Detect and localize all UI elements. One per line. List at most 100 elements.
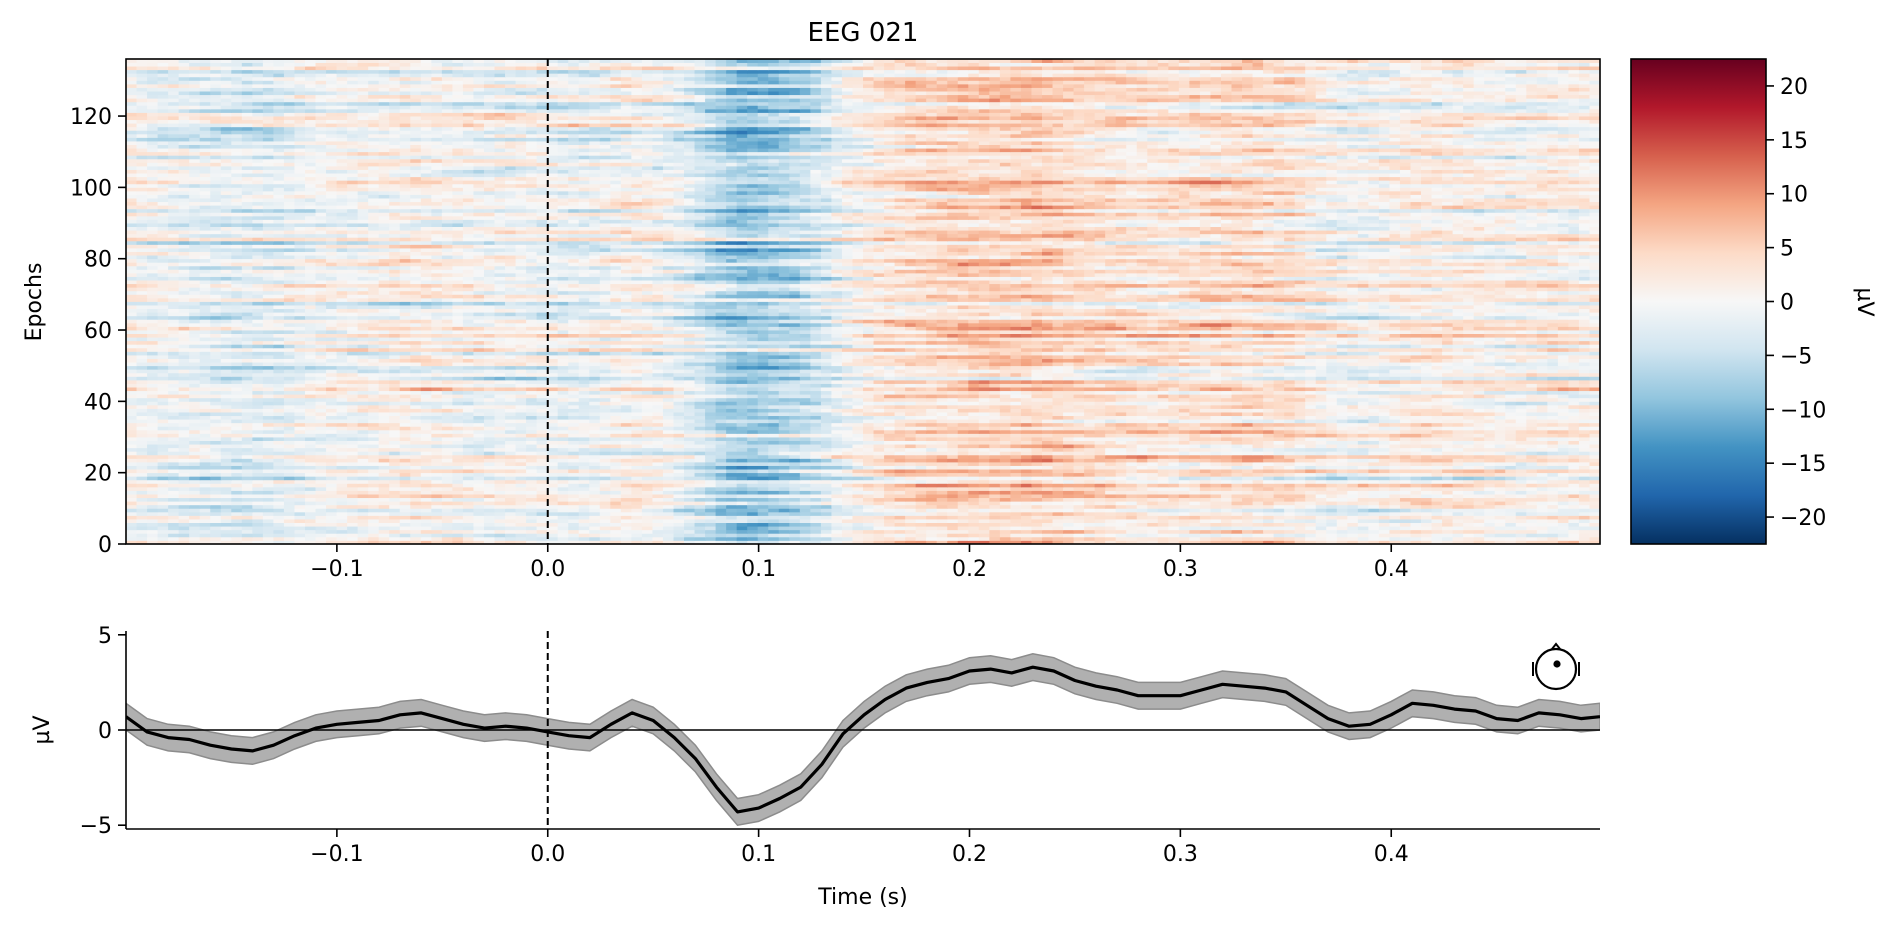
heatmap-cell: [1442, 476, 1454, 481]
heatmap-cell: [347, 479, 359, 484]
heatmap-cell: [1073, 476, 1085, 481]
heatmap-cell: [273, 519, 285, 524]
heatmap-cell: [210, 461, 222, 466]
heatmap-cell: [526, 536, 538, 541]
heatmap-cell: [957, 529, 969, 534]
heatmap-cell: [1020, 526, 1033, 531]
heatmap-cell: [968, 426, 980, 431]
heatmap-cell: [915, 472, 927, 477]
heatmap-cell: [673, 508, 685, 513]
heatmap-cell: [684, 522, 696, 527]
heatmap-cell: [283, 447, 296, 452]
heatmap-cell: [473, 426, 485, 431]
heatmap-cell: [673, 526, 685, 531]
heatmap-cell: [1347, 469, 1359, 474]
heatmap-cell: [1305, 540, 1317, 544]
heatmap-cell: [441, 415, 453, 420]
heatmap-cell: [336, 451, 348, 456]
heatmap-cell: [136, 447, 148, 452]
heatmap-cell: [673, 465, 685, 470]
heatmap-cell: [1252, 486, 1264, 491]
heatmap-cell: [1452, 458, 1464, 463]
heatmap-cell: [915, 501, 927, 506]
heatmap-cell: [199, 447, 211, 452]
heatmap-cell: [199, 494, 211, 499]
heatmap-cell: [1557, 522, 1570, 527]
heatmap-cell: [936, 419, 948, 424]
heatmap-cell: [589, 447, 601, 452]
heatmap-cell: [1168, 447, 1180, 452]
heatmap-cell: [1547, 511, 1559, 516]
heatmap-cell: [557, 519, 569, 524]
heatmap-cell: [1020, 433, 1033, 438]
heatmap-cell: [505, 429, 517, 434]
heatmap-cell: [1147, 511, 1159, 516]
heatmap-cell: [568, 422, 580, 427]
heatmap-cell: [599, 508, 611, 513]
heatmap-cell: [726, 508, 738, 513]
heatmap-cell: [473, 497, 485, 502]
heatmap-cell: [968, 437, 980, 441]
heatmap-cell: [599, 511, 611, 516]
heatmap-cell: [1178, 515, 1190, 520]
heatmap-cell: [915, 426, 927, 431]
heatmap-cell: [599, 454, 611, 459]
heatmap-cell: [231, 454, 243, 459]
heatmap-cell: [673, 515, 685, 520]
heatmap-cell: [673, 490, 685, 495]
heatmap-cell: [1431, 486, 1443, 491]
heatmap-cell: [147, 440, 159, 445]
heatmap-cell: [1378, 515, 1391, 520]
heatmap-cell: [336, 465, 348, 470]
heatmap-cell: [136, 429, 148, 434]
heatmap-cell: [789, 508, 801, 513]
heatmap-cell: [241, 494, 253, 499]
heatmap-cell: [1210, 519, 1222, 524]
heatmap-cell: [357, 515, 369, 520]
heatmap-cell: [1536, 490, 1548, 495]
heatmap-cell: [1431, 447, 1443, 452]
heatmap-cell: [1126, 458, 1138, 463]
heatmap-cell: [610, 415, 622, 420]
heatmap-cell: [126, 490, 138, 495]
heatmap-cell: [852, 540, 864, 544]
heatmap-cell: [1094, 508, 1106, 513]
heatmap-cell: [1105, 472, 1117, 477]
heatmap-cell: [1526, 526, 1538, 531]
heatmap-cell: [368, 415, 380, 420]
heatmap-cell: [168, 440, 180, 445]
heatmap-cell: [199, 536, 211, 541]
heatmap-cell: [1063, 472, 1075, 477]
heatmap-cell: [705, 522, 717, 527]
heatmap-cell: [1421, 465, 1433, 470]
heatmap-cell: [1115, 511, 1127, 516]
heatmap-cell: [168, 483, 180, 488]
heatmap-cell: [989, 469, 1001, 474]
heatmap-cell: [662, 429, 675, 434]
heatmap-cell: [989, 476, 1001, 481]
heatmap-cell: [1463, 515, 1475, 520]
heatmap-cell: [1199, 419, 1212, 424]
heatmap-cell: [589, 526, 601, 531]
heatmap-cell: [989, 486, 1001, 491]
heatmap-cell: [1273, 483, 1285, 488]
heatmap-cell: [894, 433, 906, 438]
heatmap-cell: [631, 451, 643, 456]
heatmap-cell: [1157, 422, 1169, 427]
heatmap-cell: [1336, 472, 1348, 477]
heatmap-cell: [283, 444, 296, 449]
heatmap-cell: [957, 433, 969, 438]
heatmap-cell: [147, 522, 159, 527]
heatmap-cell: [715, 508, 727, 513]
heatmap-cell: [841, 429, 854, 434]
heatmap-cell: [736, 465, 748, 470]
heatmap-cell: [1263, 511, 1275, 516]
heatmap-cell: [757, 536, 769, 541]
heatmap-cell: [147, 451, 159, 456]
heatmap-cell: [1115, 490, 1127, 495]
heatmap-cell: [589, 458, 601, 463]
heatmap-cell: [357, 465, 369, 470]
heatmap-cell: [1105, 458, 1117, 463]
heatmap-cell: [778, 483, 790, 488]
heatmap-cell: [884, 540, 896, 544]
